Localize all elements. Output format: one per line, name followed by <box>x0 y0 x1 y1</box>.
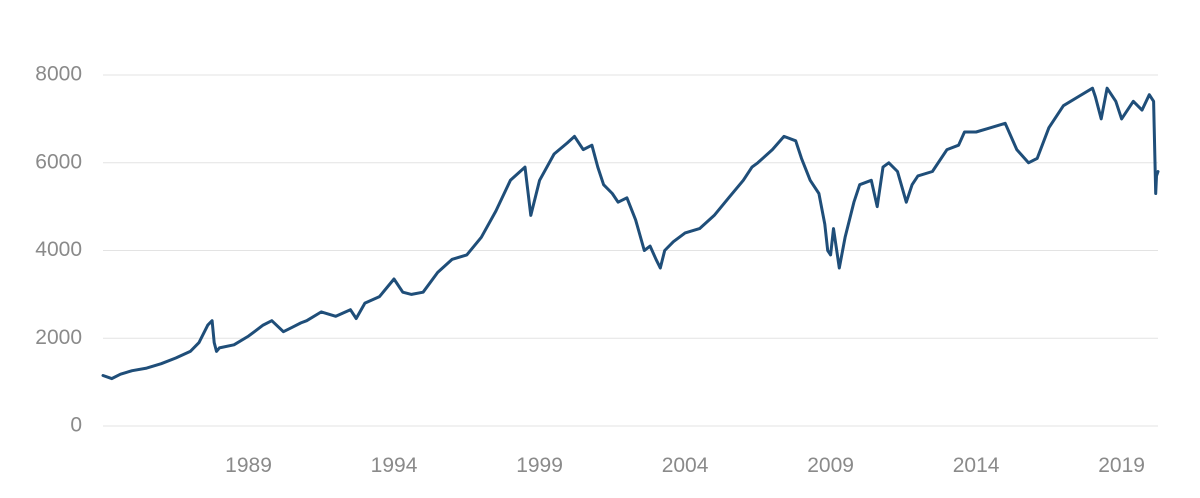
y-tick-label: 8000 <box>35 63 82 86</box>
x-tick-label: 2009 <box>807 454 854 477</box>
gridlines <box>103 74 1158 427</box>
x-tick-label: 2014 <box>953 454 1000 477</box>
x-tick-label: 2004 <box>662 454 709 477</box>
series-line-0 <box>101 86 1160 381</box>
y-tick-label: 2000 <box>35 326 82 349</box>
x-tick-label: 1999 <box>516 454 563 477</box>
x-tick-label: 2019 <box>1098 454 1145 477</box>
y-tick-label: 6000 <box>35 150 82 173</box>
x-tick-label: 1989 <box>225 454 272 477</box>
x-tick-label: 1994 <box>371 454 418 477</box>
series-lines <box>101 86 1160 381</box>
y-tick-label: 0 <box>70 414 82 437</box>
y-axis-tick-labels: 0 2000 4000 6000 8000 <box>35 63 82 437</box>
x-axis-tick-labels: 1989 1994 1999 2004 2009 2014 2019 <box>225 454 1145 477</box>
y-tick-label: 4000 <box>35 238 82 261</box>
